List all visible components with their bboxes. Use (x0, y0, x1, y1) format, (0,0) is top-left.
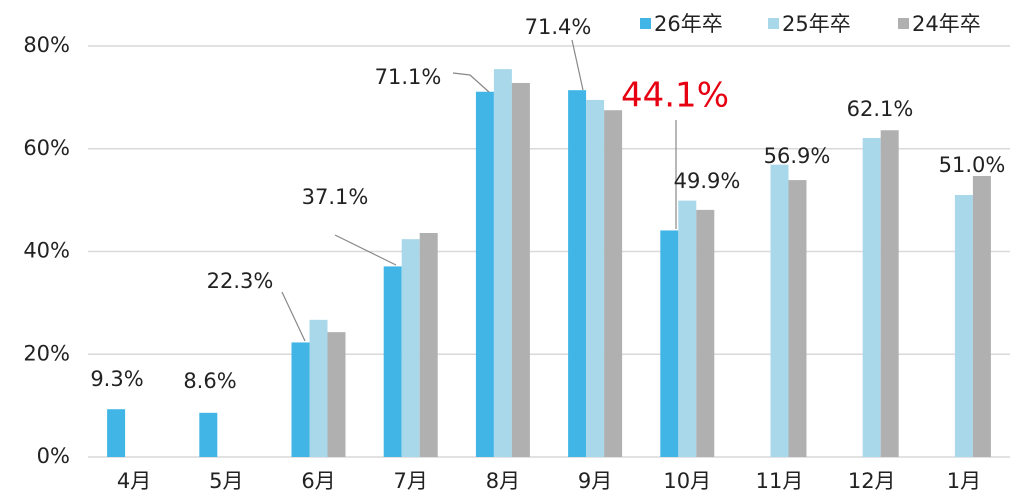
bar (291, 342, 310, 457)
leader-line (452, 72, 490, 93)
bar (199, 412, 218, 457)
x-tick-label: 5月 (209, 469, 243, 493)
y-tick-label: 60% (23, 136, 70, 160)
data-label: 71.4% (525, 15, 592, 39)
legend-swatch (768, 18, 779, 29)
data-label: 49.9% (674, 169, 741, 193)
leader-line (281, 291, 306, 342)
legend-swatch (640, 18, 651, 29)
legend-label: 25年卒 (782, 12, 851, 36)
bar (696, 209, 715, 457)
bar (568, 90, 587, 458)
x-tick-label: 7月 (394, 469, 428, 493)
bar (972, 175, 991, 457)
bar (788, 180, 807, 457)
y-tick-label: 40% (23, 239, 70, 263)
bar (678, 200, 697, 458)
x-tick-label: 1月 (947, 469, 981, 493)
leader-line (334, 234, 397, 266)
y-tick-label: 20% (23, 341, 70, 365)
bar (586, 99, 605, 457)
bar (604, 110, 623, 457)
x-tick-label: 6月 (301, 469, 335, 493)
x-tick-label: 4月 (117, 469, 151, 493)
data-label: 8.6% (183, 369, 236, 393)
data-label: 37.1% (302, 185, 369, 209)
x-tick-label: 10月 (663, 469, 711, 493)
y-tick-label: 80% (23, 33, 70, 57)
data-label: 71.1% (375, 65, 442, 89)
y-tick-label: 0% (37, 444, 70, 468)
bar (383, 266, 402, 457)
bar (862, 137, 881, 457)
x-tick-label: 12月 (848, 469, 896, 493)
leader-line (571, 39, 584, 91)
bar (493, 69, 512, 458)
x-tick-label: 11月 (756, 469, 804, 493)
legend-swatch (898, 18, 909, 29)
bar (954, 194, 973, 458)
data-label: 56.9% (764, 144, 831, 168)
bar (327, 332, 346, 457)
data-label: 22.3% (207, 269, 274, 293)
data-label: 62.1% (847, 97, 914, 121)
x-tick-label: 9月 (578, 469, 612, 493)
legend-label: 24年卒 (912, 12, 981, 36)
legend-label: 26年卒 (654, 12, 723, 36)
bar (309, 319, 328, 457)
bar (511, 82, 530, 458)
x-tick-label: 8月 (486, 469, 520, 493)
bar (401, 239, 420, 457)
bar (475, 91, 494, 457)
bar (770, 164, 789, 457)
data-label: 51.0% (939, 153, 1006, 177)
data-label: 9.3% (90, 367, 143, 391)
bar (107, 409, 126, 457)
bar (419, 233, 438, 457)
bar (660, 230, 679, 457)
data-label: 44.1% (621, 76, 729, 116)
bar (880, 130, 899, 457)
